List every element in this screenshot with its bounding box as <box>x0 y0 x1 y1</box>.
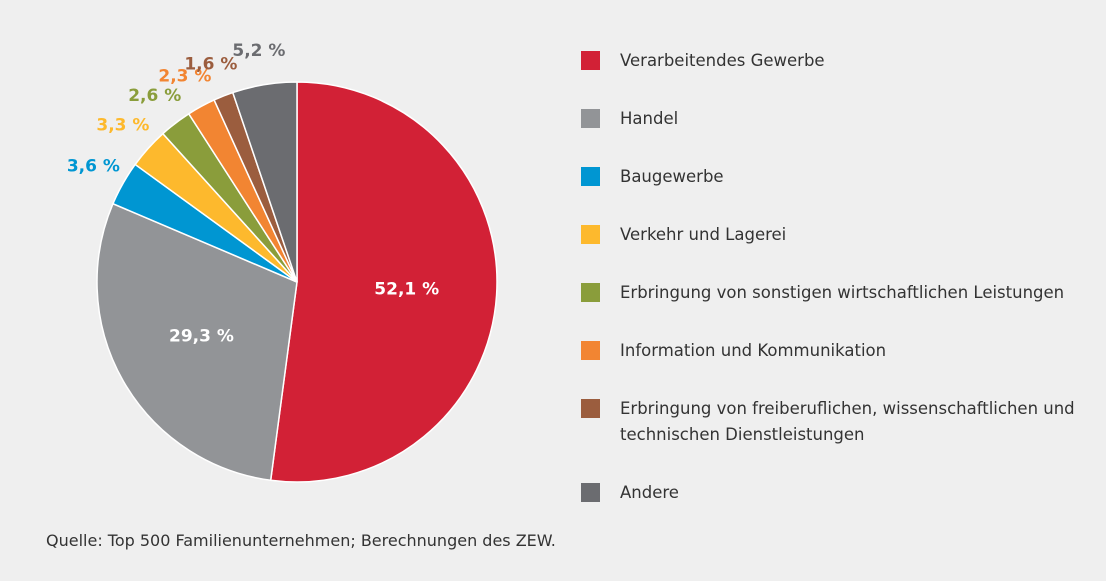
legend-label: Information und Kommunikation <box>620 341 887 360</box>
data-label: 1,6 % <box>184 54 237 74</box>
data-label: 3,6 % <box>67 157 120 177</box>
pie-slice <box>269 81 498 483</box>
legend-swatch <box>581 51 600 70</box>
legend-item: Andere <box>581 480 1090 506</box>
data-label: 3,3 % <box>96 116 149 136</box>
pie-slice <box>231 81 298 283</box>
legend-label: Erbringung von freiberuflichen, wissensc… <box>620 399 1075 444</box>
legend-swatch <box>581 483 600 502</box>
legend-item: Erbringung von sonstigen wirtschaftliche… <box>581 280 1090 306</box>
legend-label: Erbringung von sonstigen wirtschaftliche… <box>620 283 1065 302</box>
data-label: 2,3 % <box>158 67 211 87</box>
legend-swatch <box>581 109 600 128</box>
legend-swatch <box>581 167 600 186</box>
data-label: 29,3 % <box>169 327 234 347</box>
legend-label: Verarbeitendes Gewerbe <box>620 51 825 70</box>
legend-swatch <box>581 283 600 302</box>
legend: Verarbeitendes Gewerbe Handel Baugewerbe Ve… <box>581 48 1090 506</box>
legend-swatch <box>581 341 600 360</box>
legend-item: Baugewerbe <box>581 164 1090 190</box>
legend-item: Information und Kommunikation <box>581 338 1090 364</box>
legend-swatch <box>581 399 600 418</box>
data-label: 52,1 % <box>374 279 439 299</box>
legend-item: Handel <box>581 106 1090 132</box>
data-label: 2,6 % <box>128 86 181 106</box>
source-note: Quelle: Top 500 Familienunternehmen; Ber… <box>46 531 556 550</box>
legend-item: Erbringung von freiberuflichen, wissensc… <box>581 396 1090 448</box>
legend-item: Verkehr und Lagerei <box>581 222 1090 248</box>
data-label: 5,2 % <box>232 41 285 61</box>
pie-slice <box>96 202 298 482</box>
legend-label: Verkehr und Lagerei <box>620 225 787 244</box>
legend-label: Baugewerbe <box>620 167 724 186</box>
legend-label: Andere <box>620 483 679 502</box>
legend-item: Verarbeitendes Gewerbe <box>581 48 1090 74</box>
legend-swatch <box>581 225 600 244</box>
legend-label: Handel <box>620 109 679 128</box>
